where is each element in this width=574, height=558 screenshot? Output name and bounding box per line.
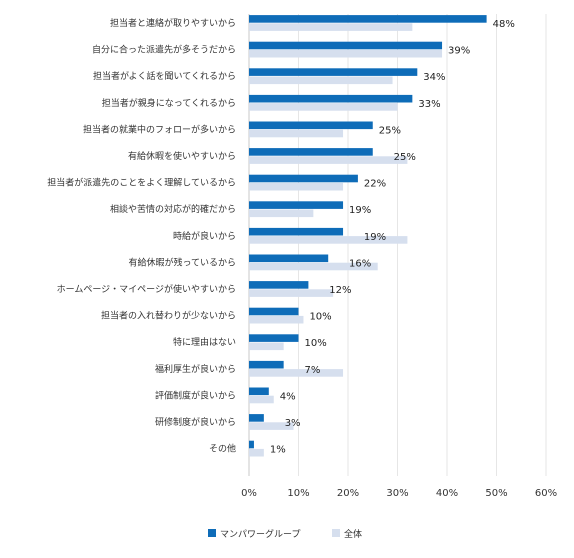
- bar-overall: [249, 262, 378, 271]
- bar-overall: [249, 76, 393, 85]
- data-label: 10%: [305, 338, 327, 349]
- bar-manpower: [249, 94, 413, 103]
- category-label: ホームページ・マイページが使いやすいから: [57, 283, 236, 295]
- bars: [249, 15, 487, 457]
- bar-manpower: [249, 414, 264, 422]
- data-label: 7%: [305, 365, 321, 376]
- legend: マンパワーグループ 全体: [208, 528, 362, 540]
- category-label: その他: [209, 443, 236, 455]
- bar-overall: [249, 395, 274, 404]
- x-tick-label: 60%: [535, 488, 557, 499]
- data-label: 3%: [285, 418, 301, 429]
- category-label: 自分に合った派遣先が多そうだから: [92, 44, 236, 56]
- x-tick-label: 10%: [287, 488, 309, 499]
- bar-overall: [249, 422, 294, 430]
- data-label: 48%: [493, 19, 515, 30]
- category-label: 福利厚生が良いから: [155, 363, 236, 375]
- bar-manpower: [249, 387, 269, 396]
- category-label: 担当者の就業中のフォローが多いから: [83, 123, 236, 135]
- x-tick-label: 0%: [241, 488, 257, 499]
- grid-lines: [248, 14, 547, 476]
- data-label: 19%: [349, 205, 371, 216]
- category-label: 担当者が派遣先のことをよく理解しているから: [47, 177, 236, 189]
- category-label: 担当者の入れ替わりが少ないから: [101, 310, 236, 322]
- bar-manpower: [249, 201, 344, 209]
- category-label: 研修制度が良いから: [155, 416, 236, 428]
- bar-overall: [249, 129, 344, 138]
- legend-swatch: [208, 529, 216, 537]
- data-label: 39%: [448, 46, 470, 57]
- category-label: 担当者がよく話を聞いてくれるから: [93, 70, 236, 82]
- bar-overall: [249, 49, 443, 58]
- bar-manpower: [249, 15, 487, 23]
- bar-overall: [249, 342, 284, 351]
- data-label: 16%: [349, 258, 371, 269]
- bar-manpower: [249, 227, 344, 236]
- bar-overall: [249, 448, 264, 457]
- bar-manpower: [249, 334, 299, 342]
- bar-overall: [249, 23, 413, 31]
- category-label: 担当者が親身になってくれるから: [102, 97, 236, 109]
- x-tick-label: 20%: [337, 488, 359, 499]
- data-label: 25%: [379, 125, 401, 136]
- bar-manpower: [249, 281, 309, 289]
- bar-overall: [249, 182, 344, 191]
- x-tick-label: 50%: [485, 488, 507, 499]
- x-tick-label: 30%: [386, 488, 408, 499]
- category-label: 有給休暇が残っているから: [128, 256, 236, 268]
- data-label: 34%: [423, 72, 445, 83]
- bar-overall: [249, 369, 344, 377]
- data-label: 33%: [418, 99, 440, 110]
- bar-manpower: [249, 254, 329, 263]
- data-label: 19%: [364, 232, 386, 243]
- bar-overall: [249, 289, 334, 297]
- bar-manpower: [249, 440, 254, 449]
- bar-manpower: [249, 360, 284, 369]
- bar-manpower: [249, 174, 358, 183]
- x-tick-label: 40%: [436, 488, 458, 499]
- category-label: 担当者と連絡が取りやすいから: [110, 17, 236, 29]
- category-label: 相談や苦情の対応が的確だから: [110, 203, 236, 215]
- bar-overall: [249, 209, 314, 218]
- data-label: 12%: [329, 285, 351, 296]
- labels: 0% 10% 20% 30% 40% 50% 60% 担当者と連絡が取りやすいから 48% 自分に…: [47, 17, 557, 499]
- legend-label: マンパワーグループ: [220, 528, 300, 540]
- data-label: 25%: [394, 152, 416, 163]
- bar-manpower: [249, 148, 373, 156]
- legend-swatch: [332, 529, 340, 537]
- bar-overall: [249, 156, 408, 164]
- category-label: 有給休暇を使いやすいから: [128, 150, 236, 162]
- bar-overall: [249, 236, 408, 244]
- bar-manpower: [249, 68, 418, 76]
- bar-manpower: [249, 307, 299, 316]
- data-label: 22%: [364, 179, 386, 190]
- bar-overall: [249, 315, 304, 324]
- legend-label: 全体: [344, 528, 362, 540]
- data-label: 1%: [270, 445, 286, 456]
- bar-overall: [249, 103, 398, 111]
- bar-manpower: [249, 121, 373, 130]
- category-label: 評価制度が良いから: [155, 389, 236, 401]
- category-label: 特に理由はない: [173, 336, 236, 348]
- bar-manpower: [249, 41, 443, 50]
- data-label: 4%: [280, 391, 296, 402]
- category-label: 時給が良いから: [173, 230, 236, 242]
- data-label: 10%: [309, 312, 331, 323]
